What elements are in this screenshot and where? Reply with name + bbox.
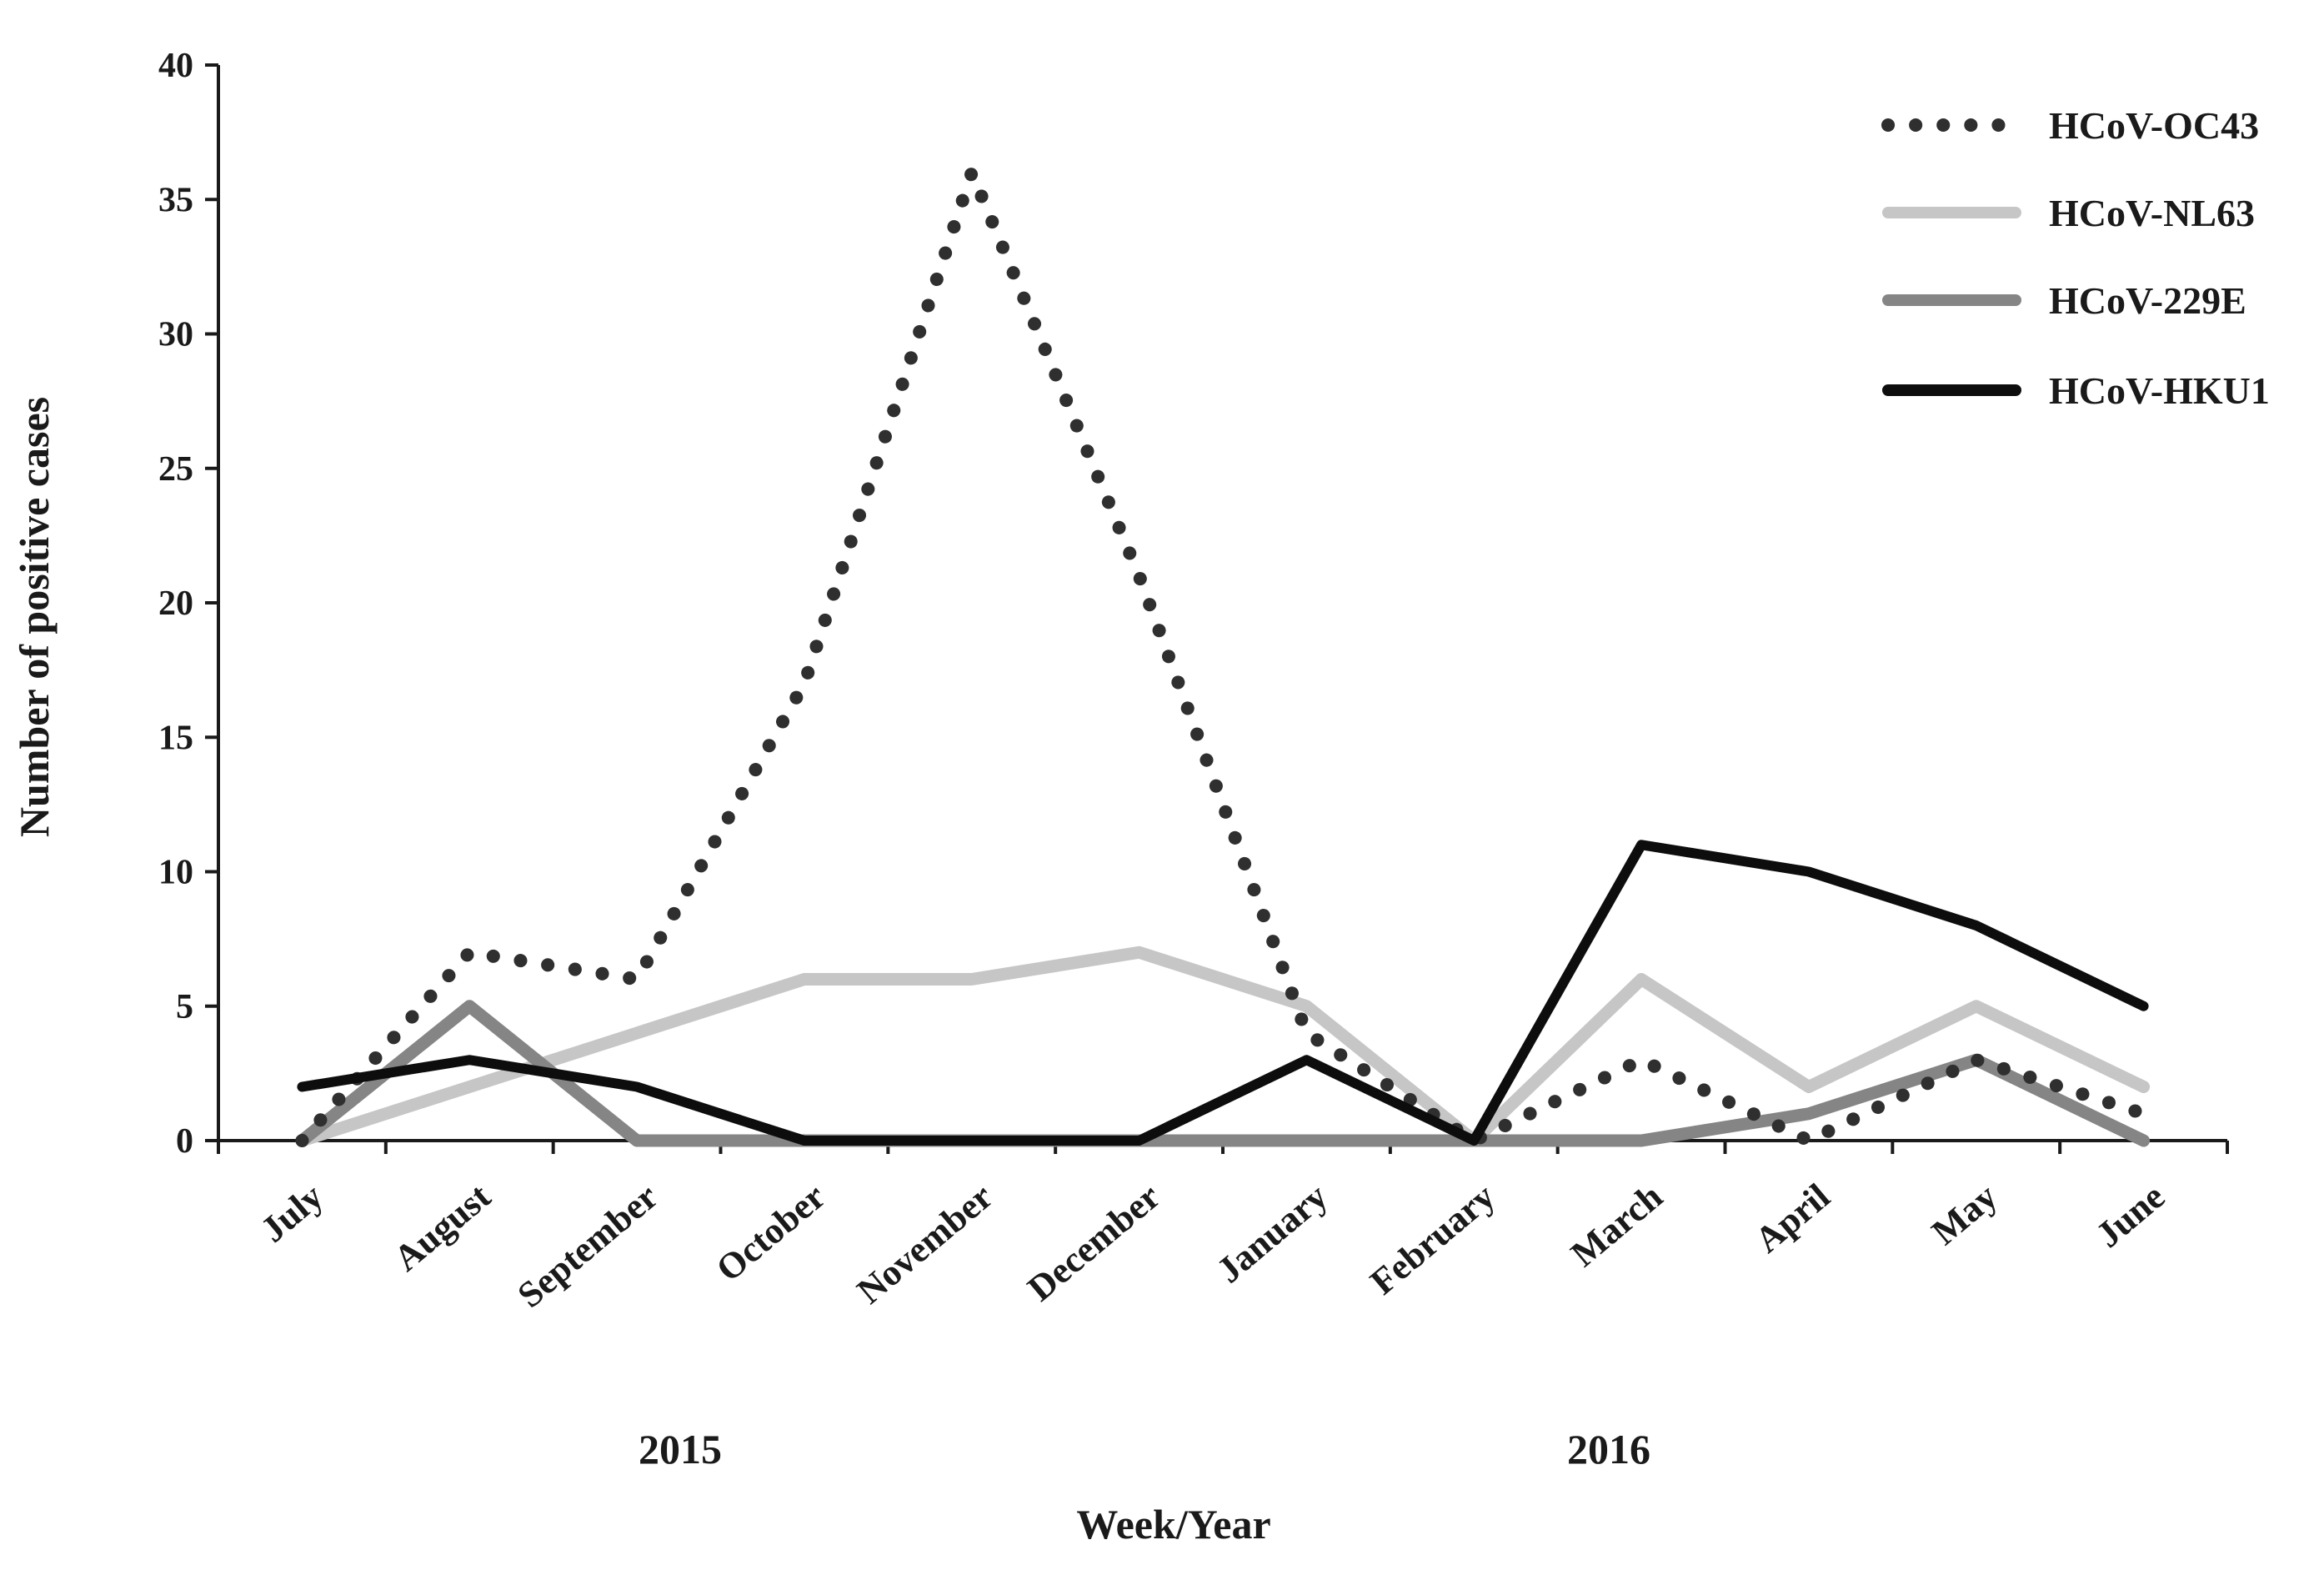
x-tick-label: December xyxy=(1020,1176,1168,1309)
series-lines xyxy=(295,166,2151,1147)
series-line-hcov-229e xyxy=(295,1000,2151,1147)
y-axis-label: Number of positive cases xyxy=(11,397,58,837)
y-tick-label: 25 xyxy=(158,450,193,489)
y-tick-label: 15 xyxy=(158,719,193,757)
y-tick-label: 35 xyxy=(158,181,193,219)
y-tick-label: 20 xyxy=(158,584,193,623)
x-axis-label: Week/Year xyxy=(1076,1501,1270,1547)
series-line-hcov-nl63 xyxy=(295,946,2151,1147)
x-tick-label: October xyxy=(709,1176,833,1289)
year-label: 2015 xyxy=(639,1426,722,1472)
legend-label: HCoV-NL63 xyxy=(2049,192,2255,234)
year-labels: 2015 2016 xyxy=(639,1426,1650,1472)
y-tick-label: 40 xyxy=(158,47,193,85)
x-tick-label: January xyxy=(1209,1176,1335,1291)
legend-label: HCoV-229E xyxy=(2049,279,2246,322)
y-axis: 0 5 10 15 20 25 30 35 40 xyxy=(158,47,220,1161)
x-tick-label: November xyxy=(849,1176,1000,1312)
x-tick-label: June xyxy=(2088,1176,2172,1256)
x-tick-label: May xyxy=(1924,1176,2005,1253)
legend-label: HCoV-HKU1 xyxy=(2049,369,2270,412)
x-tick-label: March xyxy=(1563,1176,1670,1275)
y-tick-label: 10 xyxy=(158,854,193,892)
x-tick-label: April xyxy=(1747,1176,1837,1261)
x-tick-label: August xyxy=(386,1176,498,1279)
year-label: 2016 xyxy=(1567,1426,1650,1472)
y-tick-label: 5 xyxy=(176,988,193,1026)
x-tick-label: September xyxy=(510,1176,666,1316)
y-tick-label: 30 xyxy=(158,316,193,354)
legend-label: HCoV-OC43 xyxy=(2049,104,2259,147)
x-tick-label: July xyxy=(253,1176,331,1250)
legend: HCoV-OC43 HCoV-NL63 HCoV-229E HCoV-HKU1 xyxy=(1881,104,2270,412)
x-tick-label: February xyxy=(1363,1176,1503,1302)
series-line-hcov-oc43 xyxy=(295,166,2151,1147)
series-line-hcov-hku1 xyxy=(297,840,2149,1146)
y-tick-label: 0 xyxy=(176,1122,193,1161)
x-axis: July August September October November Decemb… xyxy=(217,1139,2229,1316)
